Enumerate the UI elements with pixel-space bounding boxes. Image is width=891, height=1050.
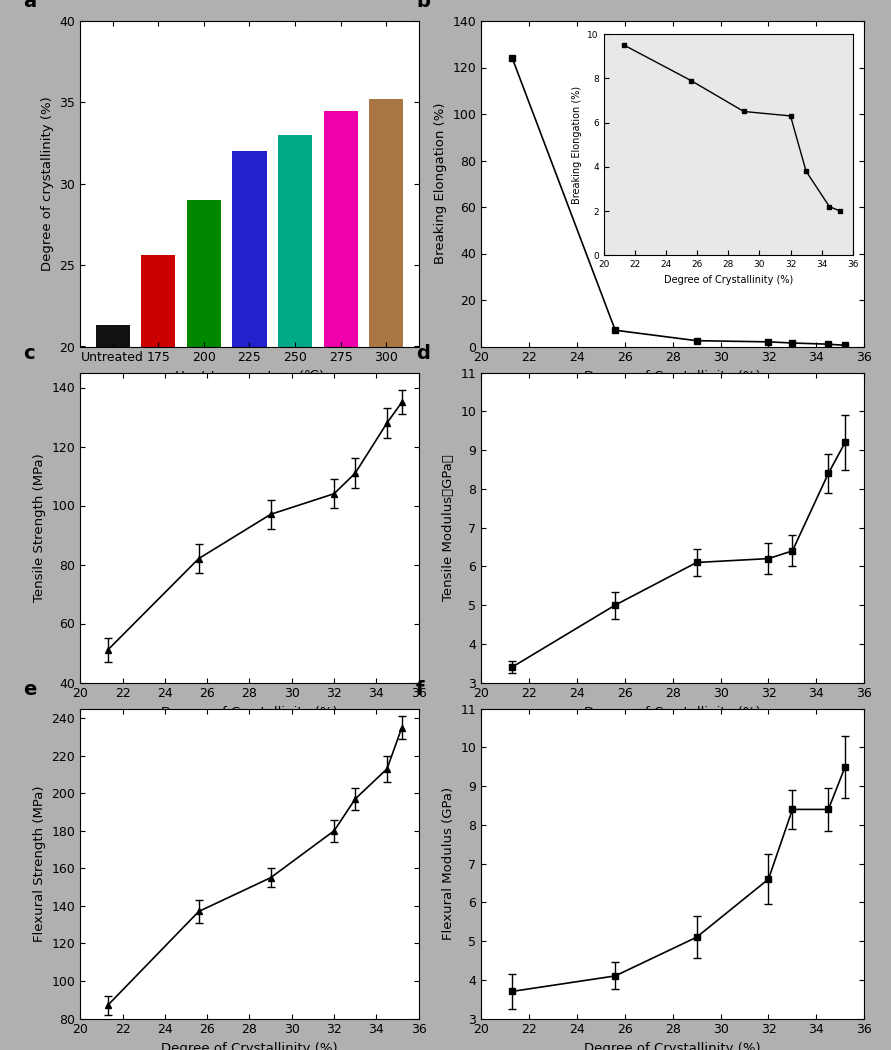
Text: b: b (416, 0, 429, 12)
X-axis label: Degree of Crystallinity (%): Degree of Crystallinity (%) (161, 706, 338, 719)
X-axis label: Heat temperature (℃): Heat temperature (℃) (175, 370, 324, 383)
Text: d: d (416, 344, 429, 363)
Bar (369, 99, 404, 672)
Y-axis label: Flexural Modulus (GPa): Flexural Modulus (GPa) (442, 788, 454, 940)
Y-axis label: Degree of crystallinity (%): Degree of crystallinity (%) (41, 97, 53, 271)
Y-axis label: Flexural Strength (MPa): Flexural Strength (MPa) (33, 785, 46, 942)
Text: e: e (22, 680, 36, 699)
Text: a: a (22, 0, 36, 12)
Text: c: c (22, 344, 34, 363)
X-axis label: Degree of Crystallinity (%): Degree of Crystallinity (%) (584, 706, 761, 719)
X-axis label: Degree of Crystallinity (%): Degree of Crystallinity (%) (161, 1042, 338, 1050)
Y-axis label: Tensile Strength (MPa): Tensile Strength (MPa) (33, 454, 46, 602)
Bar (323, 110, 358, 672)
X-axis label: Degree of Crystallinity (%): Degree of Crystallinity (%) (584, 1042, 761, 1050)
Bar (187, 200, 221, 672)
Y-axis label: Tensile Modulus（GPa）: Tensile Modulus（GPa） (442, 455, 454, 601)
X-axis label: Degree of Crystallinity (%): Degree of Crystallinity (%) (584, 370, 761, 383)
Bar (233, 151, 266, 672)
Bar (141, 255, 176, 672)
Y-axis label: Breaking Elongation (%): Breaking Elongation (%) (434, 103, 447, 265)
Bar (278, 134, 312, 672)
Bar (95, 326, 130, 672)
Text: f: f (416, 680, 424, 699)
